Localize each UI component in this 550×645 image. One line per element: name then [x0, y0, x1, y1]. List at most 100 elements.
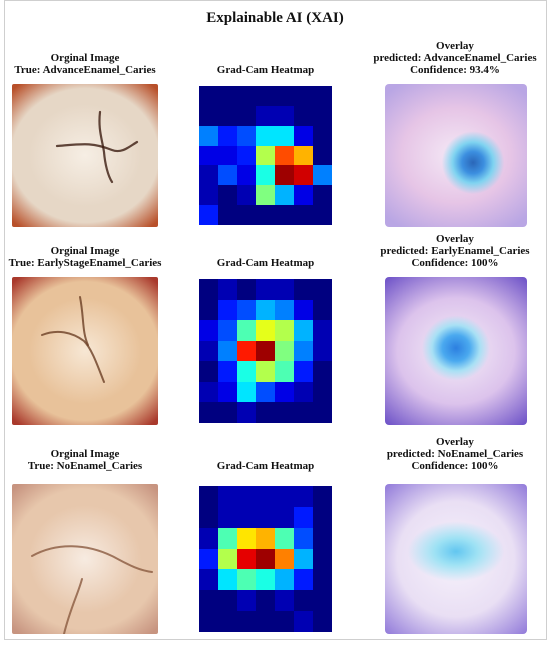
heatmap-cell [313, 279, 332, 300]
heatmap-cell [294, 590, 313, 611]
heatmap-cell [275, 300, 294, 321]
overlay-image [385, 277, 527, 425]
fissure-line [80, 297, 88, 345]
heatmap-cell [294, 549, 313, 570]
gradcam-heatmap [199, 279, 332, 423]
heatmap-cell [256, 205, 275, 225]
heatmap-cell [294, 146, 313, 166]
heatmap-cell [275, 279, 294, 300]
heatmap-cell [237, 86, 256, 106]
heatmap-cell [313, 165, 332, 185]
heatmap-cell [294, 86, 313, 106]
heatmap-cell [199, 205, 218, 225]
heatmap-cell [237, 402, 256, 423]
fissure-line [42, 332, 104, 382]
fissure-line [57, 142, 137, 151]
heatmap-cell [294, 320, 313, 341]
heatmap-cell [218, 382, 237, 403]
heatmap-cell [294, 165, 313, 185]
tooth-fissure-lines [12, 84, 158, 227]
original-tooth-image [12, 277, 158, 425]
heatmap-cell [256, 611, 275, 632]
heatmap-cell [313, 300, 332, 321]
heatmap-cell [237, 382, 256, 403]
predicted-class-label: predicted: NoEnamel_Caries [355, 448, 550, 460]
heatmap-cell [313, 361, 332, 382]
heatmap-cell [313, 86, 332, 106]
heatmap-cell [199, 507, 218, 528]
heatmap-cell [256, 528, 275, 549]
fissure-line [32, 546, 152, 572]
heatmap-cell [218, 185, 237, 205]
heatmap-cell [256, 382, 275, 403]
heatmap-cell [237, 361, 256, 382]
heatmap-cell [294, 402, 313, 423]
heatmap-cell [275, 86, 294, 106]
heatmap-cell [237, 549, 256, 570]
heatmap-cell [199, 382, 218, 403]
heatmap-cell [275, 205, 294, 225]
heatmap-cell [218, 279, 237, 300]
heatmap-cell [256, 185, 275, 205]
figure-title: Explainable AI (XAI) [0, 10, 550, 27]
heatmap-cell [256, 320, 275, 341]
heatmap-cell [218, 165, 237, 185]
heatmap-cell [199, 549, 218, 570]
heatmap-cell [237, 279, 256, 300]
heatmap-cell [256, 165, 275, 185]
heatmap-cell [199, 126, 218, 146]
heatmap-cell [237, 106, 256, 126]
heatmap-cell [256, 86, 275, 106]
heatmap-cell [256, 507, 275, 528]
original-tooth-image [12, 484, 158, 634]
heatmap-cell [218, 569, 237, 590]
heatmap-cell [294, 300, 313, 321]
heatmap-cell [256, 549, 275, 570]
heatmap-cell [218, 528, 237, 549]
tooth-fissure-lines [12, 277, 158, 425]
heatmap-cell [218, 402, 237, 423]
heatmap-cell [199, 146, 218, 166]
fissure-line [64, 579, 82, 634]
heatmap-cell [313, 507, 332, 528]
heatmap-cell [199, 611, 218, 632]
heatmap-cell [256, 341, 275, 362]
heatmap-cell [199, 590, 218, 611]
true-class-label: True: EarlyStageEnamel_Caries [0, 257, 170, 269]
heatmap-cell [256, 146, 275, 166]
heatmap-cell [313, 611, 332, 632]
heatmap-cell [275, 165, 294, 185]
heatmap-cell [218, 611, 237, 632]
heatmap-cell [218, 320, 237, 341]
heatmap-cell [237, 528, 256, 549]
heatmap-cell [256, 279, 275, 300]
heatmap-cell [199, 486, 218, 507]
heatmap-cell [199, 402, 218, 423]
heatmap-cell [256, 300, 275, 321]
heatmap-cell [218, 106, 237, 126]
heatmap-cell [294, 611, 313, 632]
original-image-label: Orginal Image [0, 448, 170, 460]
heatmap-cell [237, 486, 256, 507]
heatmap-cell [256, 106, 275, 126]
heatmap-cell [199, 528, 218, 549]
heatmap-cell [237, 165, 256, 185]
gradcam-heatmap [199, 486, 332, 632]
heatmap-cell [199, 86, 218, 106]
heatmap-cell [275, 402, 294, 423]
heatmap-cell [237, 590, 256, 611]
heatmap-cell [275, 382, 294, 403]
heatmap-cell [218, 549, 237, 570]
heatmap-cell [275, 549, 294, 570]
heatmap-cell [294, 361, 313, 382]
heatmap-cell [275, 126, 294, 146]
confidence-label: Confidence: 93.4% [355, 64, 550, 76]
true-class-label: True: AdvanceEnamel_Caries [0, 64, 170, 76]
heatmap-cell [275, 106, 294, 126]
heatmap-cell [199, 185, 218, 205]
heatmap-title: Grad-Cam Heatmap [179, 460, 352, 472]
heatmap-cell [199, 320, 218, 341]
original-image-label: Orginal Image [0, 52, 170, 64]
heatmap-cell [218, 486, 237, 507]
heatmap-cell [294, 106, 313, 126]
